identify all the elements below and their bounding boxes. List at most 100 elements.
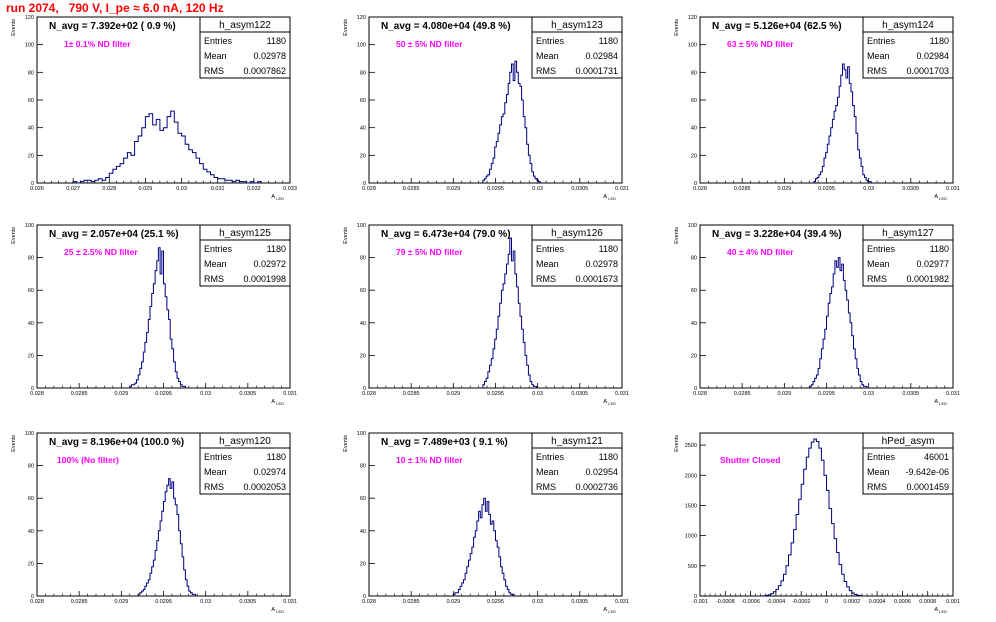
y-axis-title: Events xyxy=(343,227,349,244)
stat-value: -9.642e-06 xyxy=(905,467,949,477)
x-tick-label: 0.0295 xyxy=(487,186,504,192)
stat-value: 0.02984 xyxy=(585,51,618,61)
y-tick-label: 40 xyxy=(360,321,366,327)
x-tick-label: 0.028 xyxy=(362,186,376,192)
y-tick-label: 100 xyxy=(25,431,34,437)
histogram-line xyxy=(482,60,541,183)
stat-value: 46001 xyxy=(924,452,949,462)
y-tick-label: 1500 xyxy=(685,503,697,509)
y-tick-label: 40 xyxy=(691,126,697,132)
x-tick-label: 0.0285 xyxy=(71,599,88,605)
histogram-line xyxy=(482,237,538,388)
y-tick-label: 20 xyxy=(360,353,366,359)
y-tick-label: 120 xyxy=(25,15,34,21)
x-tick-label: 0.029 xyxy=(114,599,128,605)
x-tick-label: 0.028 xyxy=(362,599,376,605)
stat-value: 0.0001998 xyxy=(243,274,286,284)
histogram-panel-h_asym120: 0.028 0.0285 0.029 0.0295 0.03 0.0305 0.031 0 20… xyxy=(11,431,297,614)
n-avg-header: N_avg = 3.228e+04 (39.4 %) xyxy=(712,229,842,240)
y-tick-label: 40 xyxy=(28,126,34,132)
x-tick-label: 0.0295 xyxy=(155,599,172,605)
x-tick-label: 0.001 xyxy=(946,599,960,605)
histogram-name: hPed_asym xyxy=(882,436,935,447)
y-tick-label: 2500 xyxy=(685,443,697,449)
y-tick-label: 60 xyxy=(360,98,366,104)
y-tick-label: 40 xyxy=(28,321,34,327)
stat-label: RMS xyxy=(867,274,887,284)
x-tick-label: 0.0295 xyxy=(487,599,504,605)
histogram-name: h_asym127 xyxy=(882,228,934,239)
x-axis-title: A LED xyxy=(271,607,284,614)
histogram-name: h_asym121 xyxy=(551,436,603,447)
x-tick-label: 0.031 xyxy=(946,186,960,192)
x-tick-label: 0.026 xyxy=(30,186,44,192)
y-axis-title: Events xyxy=(674,227,680,244)
y-tick-label: 60 xyxy=(28,288,34,294)
y-tick-label: 20 xyxy=(360,561,366,567)
y-tick-label: 40 xyxy=(360,126,366,132)
y-tick-label: 60 xyxy=(28,98,34,104)
x-tick-label: 0.03 xyxy=(176,186,187,192)
n-avg-header: N_avg = 8.196e+04 (100.0 %) xyxy=(49,437,184,448)
y-tick-label: 80 xyxy=(360,70,366,76)
stat-value: 1180 xyxy=(267,452,286,462)
y-tick-label: 100 xyxy=(25,43,34,49)
x-tick-label: 0.032 xyxy=(247,186,261,192)
y-tick-label: 0 xyxy=(694,181,697,187)
y-tick-label: 0 xyxy=(363,386,366,392)
y-axis-title: Events xyxy=(11,19,17,36)
stat-label: Entries xyxy=(204,452,233,462)
y-tick-label: 120 xyxy=(688,15,697,21)
x-tick-label: 0.0305 xyxy=(239,599,256,605)
stat-label: Mean xyxy=(536,51,559,61)
x-tick-label: 0.029 xyxy=(446,599,460,605)
x-tick-label: 0.029 xyxy=(139,186,153,192)
y-tick-label: 1000 xyxy=(685,534,697,540)
stats-box: h_asym123 Entries 1180 Mean 0.02984 RMS 0.0001… xyxy=(531,16,623,79)
x-tick-label: 0.0285 xyxy=(734,186,751,192)
n-avg-header: N_avg = 7.392e+02 ( 0.9 %) xyxy=(49,21,176,32)
x-tick-label: 0.0285 xyxy=(403,599,420,605)
x-tick-label: 0.0004 xyxy=(869,599,886,605)
y-tick-label: 20 xyxy=(360,153,366,159)
x-tick-label: 0.031 xyxy=(211,186,225,192)
x-tick-label: 0.03 xyxy=(532,391,543,397)
x-tick-label: 0.028 xyxy=(362,391,376,397)
y-tick-label: 80 xyxy=(691,256,697,262)
filter-annotation: 63 ± 5% ND filter xyxy=(727,39,794,49)
y-tick-label: 20 xyxy=(28,353,34,359)
x-tick-label: 0.029 xyxy=(114,391,128,397)
stats-body-box xyxy=(862,31,954,79)
y-tick-label: 80 xyxy=(28,70,34,76)
y-tick-label: 80 xyxy=(28,256,34,262)
x-tick-label: 0.0305 xyxy=(902,186,919,192)
y-axis-title: Events xyxy=(343,435,349,452)
stats-box: hPed_asym Entries 46001 Mean -9.642e-06 RMS 0.… xyxy=(862,432,954,495)
histogram-name: h_asym120 xyxy=(219,436,271,447)
histogram-name: h_asym123 xyxy=(551,20,603,31)
histogram-line xyxy=(813,63,872,183)
x-tick-label: 0.027 xyxy=(66,186,80,192)
stat-label: RMS xyxy=(536,274,556,284)
x-axis-title: A LED xyxy=(934,194,947,201)
stats-body-box xyxy=(531,239,623,287)
x-tick-label: 0.0295 xyxy=(487,391,504,397)
stat-value: 0.02978 xyxy=(253,51,286,61)
filter-annotation: 25 ± 2.5% ND filter xyxy=(64,247,138,257)
y-tick-label: 80 xyxy=(360,464,366,470)
filter-annotation: 50 ± 5% ND filter xyxy=(396,39,463,49)
stat-value: 0.0002736 xyxy=(575,482,618,492)
x-tick-label: 0.028 xyxy=(30,599,44,605)
histogram-name: h_asym122 xyxy=(219,20,271,31)
n-avg-header: N_avg = 5.126e+04 (62.5 %) xyxy=(712,21,842,32)
x-tick-label: 0.029 xyxy=(777,186,791,192)
stat-value: 0.02978 xyxy=(585,259,618,269)
x-tick-label: 0 xyxy=(825,599,828,605)
histogram-name: h_asym126 xyxy=(551,228,603,239)
filter-annotation: 79 ± 5% ND filter xyxy=(396,247,463,257)
stat-label: RMS xyxy=(867,482,887,492)
stat-label: Mean xyxy=(536,259,559,269)
stats-box: h_asym124 Entries 1180 Mean 0.02984 RMS 0.0001… xyxy=(862,16,954,79)
x-tick-label: 0.028 xyxy=(693,186,707,192)
stat-value: 0.02977 xyxy=(916,259,949,269)
